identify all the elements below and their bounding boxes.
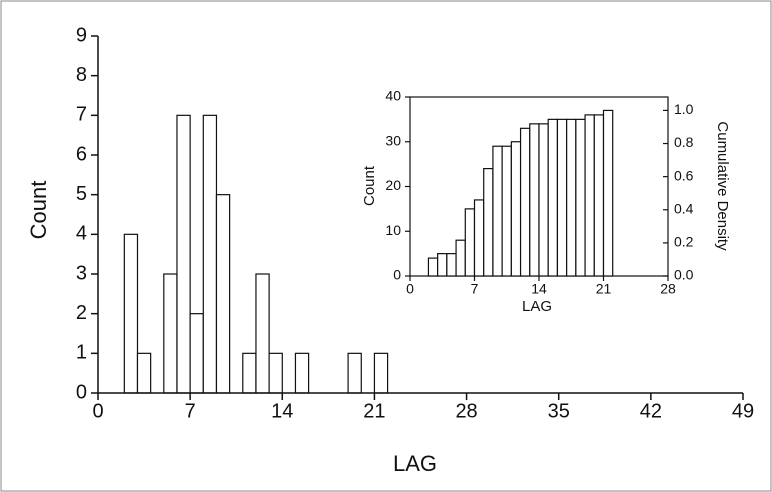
y2-axis-label: Cumulative Density: [714, 121, 731, 251]
bar: [136, 352, 152, 394]
x-tick-label: 14: [531, 281, 547, 297]
x-tick-label: 49: [732, 400, 754, 422]
x-tick-label: 35: [548, 400, 570, 422]
y-tick-label: 2: [76, 302, 87, 324]
y-tick-label: 7: [76, 104, 87, 126]
bar: [294, 352, 310, 394]
bar: [566, 118, 577, 277]
y-tick-label: 30: [385, 132, 401, 148]
y-tick-label: 8: [76, 64, 87, 86]
bar: [427, 257, 439, 277]
bar: [176, 114, 191, 394]
y-tick-label: 1: [76, 342, 87, 364]
x-tick-label: 42: [640, 400, 662, 422]
x-tick-label: 14: [271, 400, 293, 422]
y-tick-label: 0: [76, 381, 87, 403]
bar: [483, 168, 494, 277]
bar: [556, 118, 568, 277]
x-axis-label: LAG: [522, 298, 552, 315]
y2-tick-label: 0.2: [674, 234, 694, 250]
x-tick-label: 7: [185, 400, 196, 422]
inset-chart: 0 10 20 30 40 0 7 14 21 28 LAG Count 0.0 0.2 0.4 0.6 0.8…: [361, 88, 731, 315]
y-tick-label: 0: [393, 267, 401, 283]
main-chart: 0 1 2 3 4 5 6 7 8 9 0 7 14 21 28 35 42 49 LAG Count: [26, 24, 754, 476]
bar: [373, 352, 389, 394]
bar: [437, 253, 448, 277]
bar: [242, 352, 257, 394]
bar: [584, 114, 595, 277]
bar: [123, 233, 139, 394]
y2-tick-label: 0.0: [674, 267, 694, 283]
y-tick-label: 40: [385, 88, 401, 104]
bar: [464, 208, 476, 277]
y-tick-label: 3: [76, 262, 87, 284]
x-tick-label: 28: [660, 281, 676, 297]
x-tick-label: 28: [455, 400, 477, 422]
bar: [510, 141, 522, 277]
x-tick-label: 0: [92, 400, 103, 422]
bar: [255, 273, 270, 394]
y2-tick-label: 0.6: [674, 167, 694, 183]
bar: [501, 145, 512, 277]
bar: [538, 123, 549, 277]
y2-tick-label: 0.4: [674, 200, 694, 216]
y-axis-label: Count: [26, 181, 51, 240]
bar: [446, 253, 457, 277]
bar: [492, 145, 503, 277]
bar: [519, 127, 531, 277]
x-axis-label: LAG: [393, 451, 437, 476]
y2-tick-label: 0.8: [674, 134, 694, 150]
bar: [202, 114, 218, 394]
y-axis-label: Count: [361, 165, 378, 206]
bar: [189, 313, 204, 394]
y-tick-label: 5: [76, 183, 87, 205]
bar: [575, 118, 586, 277]
y-tick-label: 4: [76, 223, 87, 245]
bar: [473, 199, 485, 277]
x-tick-label: 0: [406, 281, 414, 297]
y2-tick-label: 1.0: [674, 101, 694, 117]
y-tick-label: 6: [76, 143, 87, 165]
y-tick-label: 9: [76, 24, 87, 46]
bar: [602, 109, 614, 277]
bar: [268, 352, 283, 394]
bar: [215, 194, 231, 394]
x-tick-label: 21: [596, 281, 612, 297]
bar: [347, 352, 362, 394]
bar: [163, 273, 178, 394]
x-tick-label: 7: [471, 281, 479, 297]
bar: [455, 239, 466, 277]
x-tick-label: 21: [363, 400, 385, 422]
bar: [593, 114, 605, 277]
y-tick-label: 10: [385, 222, 401, 238]
bar: [547, 118, 559, 277]
bar: [529, 123, 540, 277]
y-tick-label: 20: [385, 177, 401, 193]
